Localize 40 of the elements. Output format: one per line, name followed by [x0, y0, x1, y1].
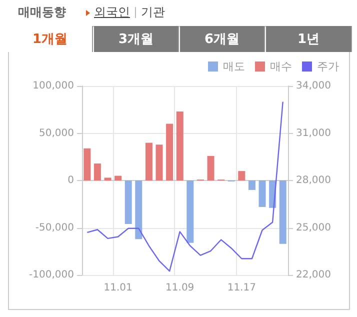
x-tick-label: 11.01	[104, 282, 132, 294]
bar	[145, 142, 152, 180]
legend-label: 매도	[223, 60, 245, 73]
legend-label: 주가	[317, 60, 339, 73]
text: 3개월	[94, 26, 179, 52]
text: 외국인	[94, 5, 130, 19]
line-series	[86, 101, 284, 272]
x-tick-label: 11.17	[227, 282, 256, 294]
y-tick-label: 100,000	[32, 80, 74, 92]
legend-label: 매수	[270, 60, 292, 73]
bar	[135, 180, 142, 240]
bar	[156, 144, 163, 180]
y-tick-label: -50,000	[35, 222, 74, 234]
bar	[124, 180, 132, 224]
bar	[114, 176, 122, 180]
bar	[238, 171, 246, 180]
y2-tick-label: 31,000	[296, 128, 331, 139]
bar	[258, 180, 266, 207]
bar	[94, 163, 101, 180]
bar	[207, 156, 214, 180]
text: 기관	[141, 5, 165, 19]
bar	[166, 124, 174, 180]
bar	[84, 148, 91, 180]
y-tick-label: 0	[68, 175, 74, 186]
y2-tick-label: 22,000	[296, 270, 331, 280]
bar	[248, 180, 256, 190]
y-tick-label: -100,000	[29, 270, 74, 280]
y2-tick-label: 28,000	[296, 175, 331, 186]
bar	[186, 180, 194, 243]
bar	[104, 178, 112, 180]
x-tick-label: 11.09	[166, 282, 194, 294]
y2-tick-label: 25,000	[296, 222, 331, 234]
bar	[279, 180, 286, 244]
chart-title: 매매동향	[18, 4, 66, 21]
text: 1년	[266, 26, 352, 52]
text: 1개월	[8, 26, 93, 52]
y-tick-label: 50,000	[39, 128, 74, 139]
y2-tick-label: 34,000	[296, 80, 331, 92]
bar	[176, 112, 184, 180]
text: 6개월	[180, 26, 265, 52]
